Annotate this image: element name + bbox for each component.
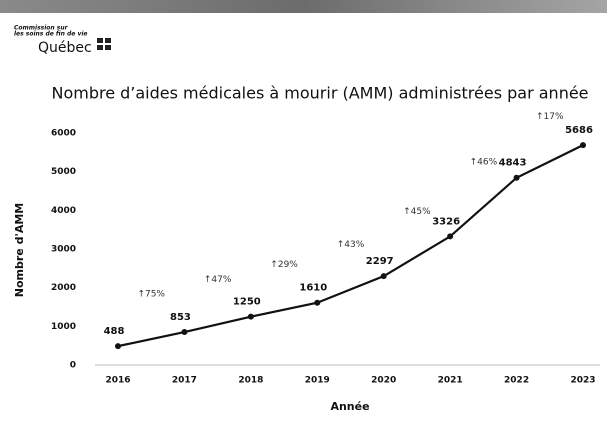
x-tick-label: 2019 (305, 376, 330, 386)
annotation: ↑46% (470, 158, 498, 168)
point (447, 233, 453, 239)
y-tick-label: 1000 (51, 322, 76, 332)
x-tick-label: 2018 (238, 376, 263, 386)
x-tick-label: 2022 (504, 376, 529, 386)
annotation: ↑47% (204, 275, 232, 285)
org-name: Québec (38, 40, 92, 56)
y-tick-label: 4000 (51, 206, 76, 216)
chart-title: Nombre d’aides médicales à mourir (AMM) … (51, 84, 588, 103)
y-tick-label: 3000 (51, 245, 76, 255)
y-tick-label: 0 (70, 361, 76, 371)
value-label: 1610 (299, 283, 327, 294)
x-tick-label: 2017 (172, 376, 197, 386)
value-label: 3326 (432, 216, 460, 227)
value-label: 4843 (499, 158, 527, 169)
x-axis-label: Année (330, 400, 369, 413)
x-tick-label: 2021 (438, 376, 463, 386)
annotation: ↑75% (137, 290, 165, 300)
point (248, 314, 254, 320)
org-line: les soins de fin de vie (14, 31, 88, 38)
y-tick-label: 2000 (51, 283, 76, 293)
annotation: ↑29% (270, 260, 298, 270)
point (514, 175, 520, 181)
flag (97, 38, 111, 50)
page: Commission sur les soins de fin de vie Q… (0, 0, 607, 422)
annotation: ↑45% (403, 207, 431, 217)
value-label: 5686 (565, 125, 593, 136)
value-label: 488 (104, 326, 125, 337)
point (314, 300, 320, 306)
point (580, 142, 586, 148)
annotation: ↑43% (337, 240, 365, 250)
value-label: 1250 (233, 297, 261, 308)
x-tick-label: 2020 (371, 376, 396, 386)
top-banner (0, 0, 607, 13)
point (115, 343, 121, 349)
y-tick-label: 5000 (51, 167, 76, 177)
y-tick-label: 6000 (51, 129, 76, 139)
y-axis-label: Nombre d'AMM (13, 203, 26, 297)
annotation: ↑17% (536, 112, 564, 122)
value-label: 2297 (366, 256, 394, 267)
point (181, 329, 187, 335)
x-tick-label: 2023 (570, 376, 595, 386)
value-label: 853 (170, 312, 191, 323)
point (381, 273, 387, 279)
x-tick-label: 2016 (105, 376, 130, 386)
